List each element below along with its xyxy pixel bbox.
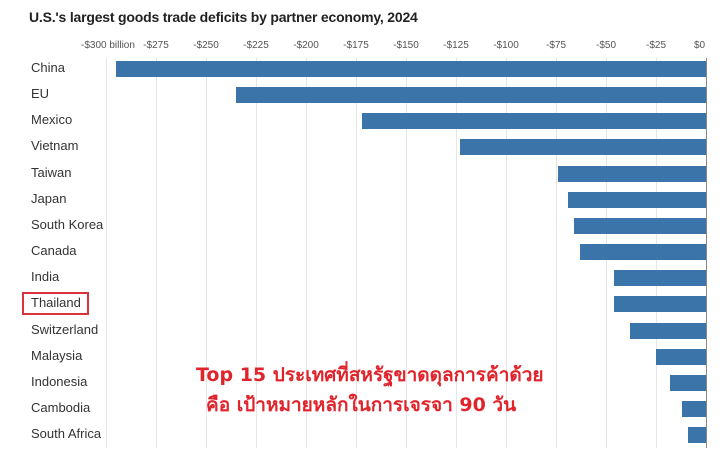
chart-title: U.S.'s largest goods trade deficits by p… [29, 9, 418, 25]
x-tick-label: -$50 [595, 40, 617, 51]
bar [682, 400, 706, 417]
bar [568, 191, 706, 208]
gridline [206, 58, 207, 448]
x-tick-label: -$25 [645, 40, 667, 51]
bar [670, 374, 706, 391]
bar [580, 244, 706, 261]
category-label: Malaysia [31, 347, 83, 363]
bar [574, 217, 706, 234]
category-label: Japan [31, 190, 67, 206]
gridline [356, 58, 357, 448]
category-label: South Africa [31, 426, 102, 442]
bar [558, 165, 706, 182]
x-tick-label: -$150 [393, 40, 419, 51]
category-label: Taiwan [31, 164, 72, 180]
thailand-highlight-box [22, 292, 89, 315]
annotation-line-1: Top 15 ประเทศที่สหรัฐขาดดุลการค้าด้วย [196, 364, 544, 386]
x-tick-label: -$100 [493, 40, 519, 51]
x-tick-label: -$125 [443, 40, 469, 51]
gridline [106, 58, 107, 448]
annotation: Top 15 ประเทศที่สหรัฐขาดดุลการค้าด้วย คื… [196, 360, 556, 420]
gridline [156, 58, 157, 448]
category-label: Vietnam [31, 138, 79, 154]
bar [630, 322, 706, 339]
category-label: Mexico [31, 112, 73, 128]
bar [688, 427, 706, 444]
gridline [706, 58, 707, 448]
category-label: South Korea [31, 216, 104, 232]
annotation-line-2: คือ เป้าหมายหลักในการเจรจา 90 วัน [206, 394, 517, 416]
x-tick-label: -$225 [243, 40, 269, 51]
x-tick-label: -$200 [293, 40, 319, 51]
bar [614, 270, 706, 287]
x-tick-label: -$175 [343, 40, 369, 51]
category-label: Thailand [31, 295, 81, 311]
gridline [406, 58, 407, 448]
x-tick-label: $0 [694, 40, 706, 51]
gridline [306, 58, 307, 448]
category-label: Cambodia [31, 399, 91, 415]
bar [656, 348, 706, 365]
category-label: China [31, 60, 65, 75]
gridline [506, 58, 507, 448]
x-tick-label: -$300 billion [81, 40, 135, 51]
x-tick-label: -$75 [545, 40, 567, 51]
x-tick-label: -$250 [193, 40, 219, 51]
bar [362, 113, 706, 130]
gridline [456, 58, 457, 448]
category-label: Canada [31, 243, 77, 259]
category-label: India [31, 269, 60, 285]
category-label: Switzerland [31, 321, 99, 337]
bar [236, 87, 706, 104]
category-label: EU [31, 86, 50, 102]
bar [614, 296, 706, 313]
bar [116, 61, 706, 77]
gridline [256, 58, 257, 448]
category-label: Indonesia [31, 373, 88, 389]
bar [460, 139, 706, 156]
gridline [556, 58, 557, 448]
x-tick-label: -$275 [143, 40, 169, 51]
